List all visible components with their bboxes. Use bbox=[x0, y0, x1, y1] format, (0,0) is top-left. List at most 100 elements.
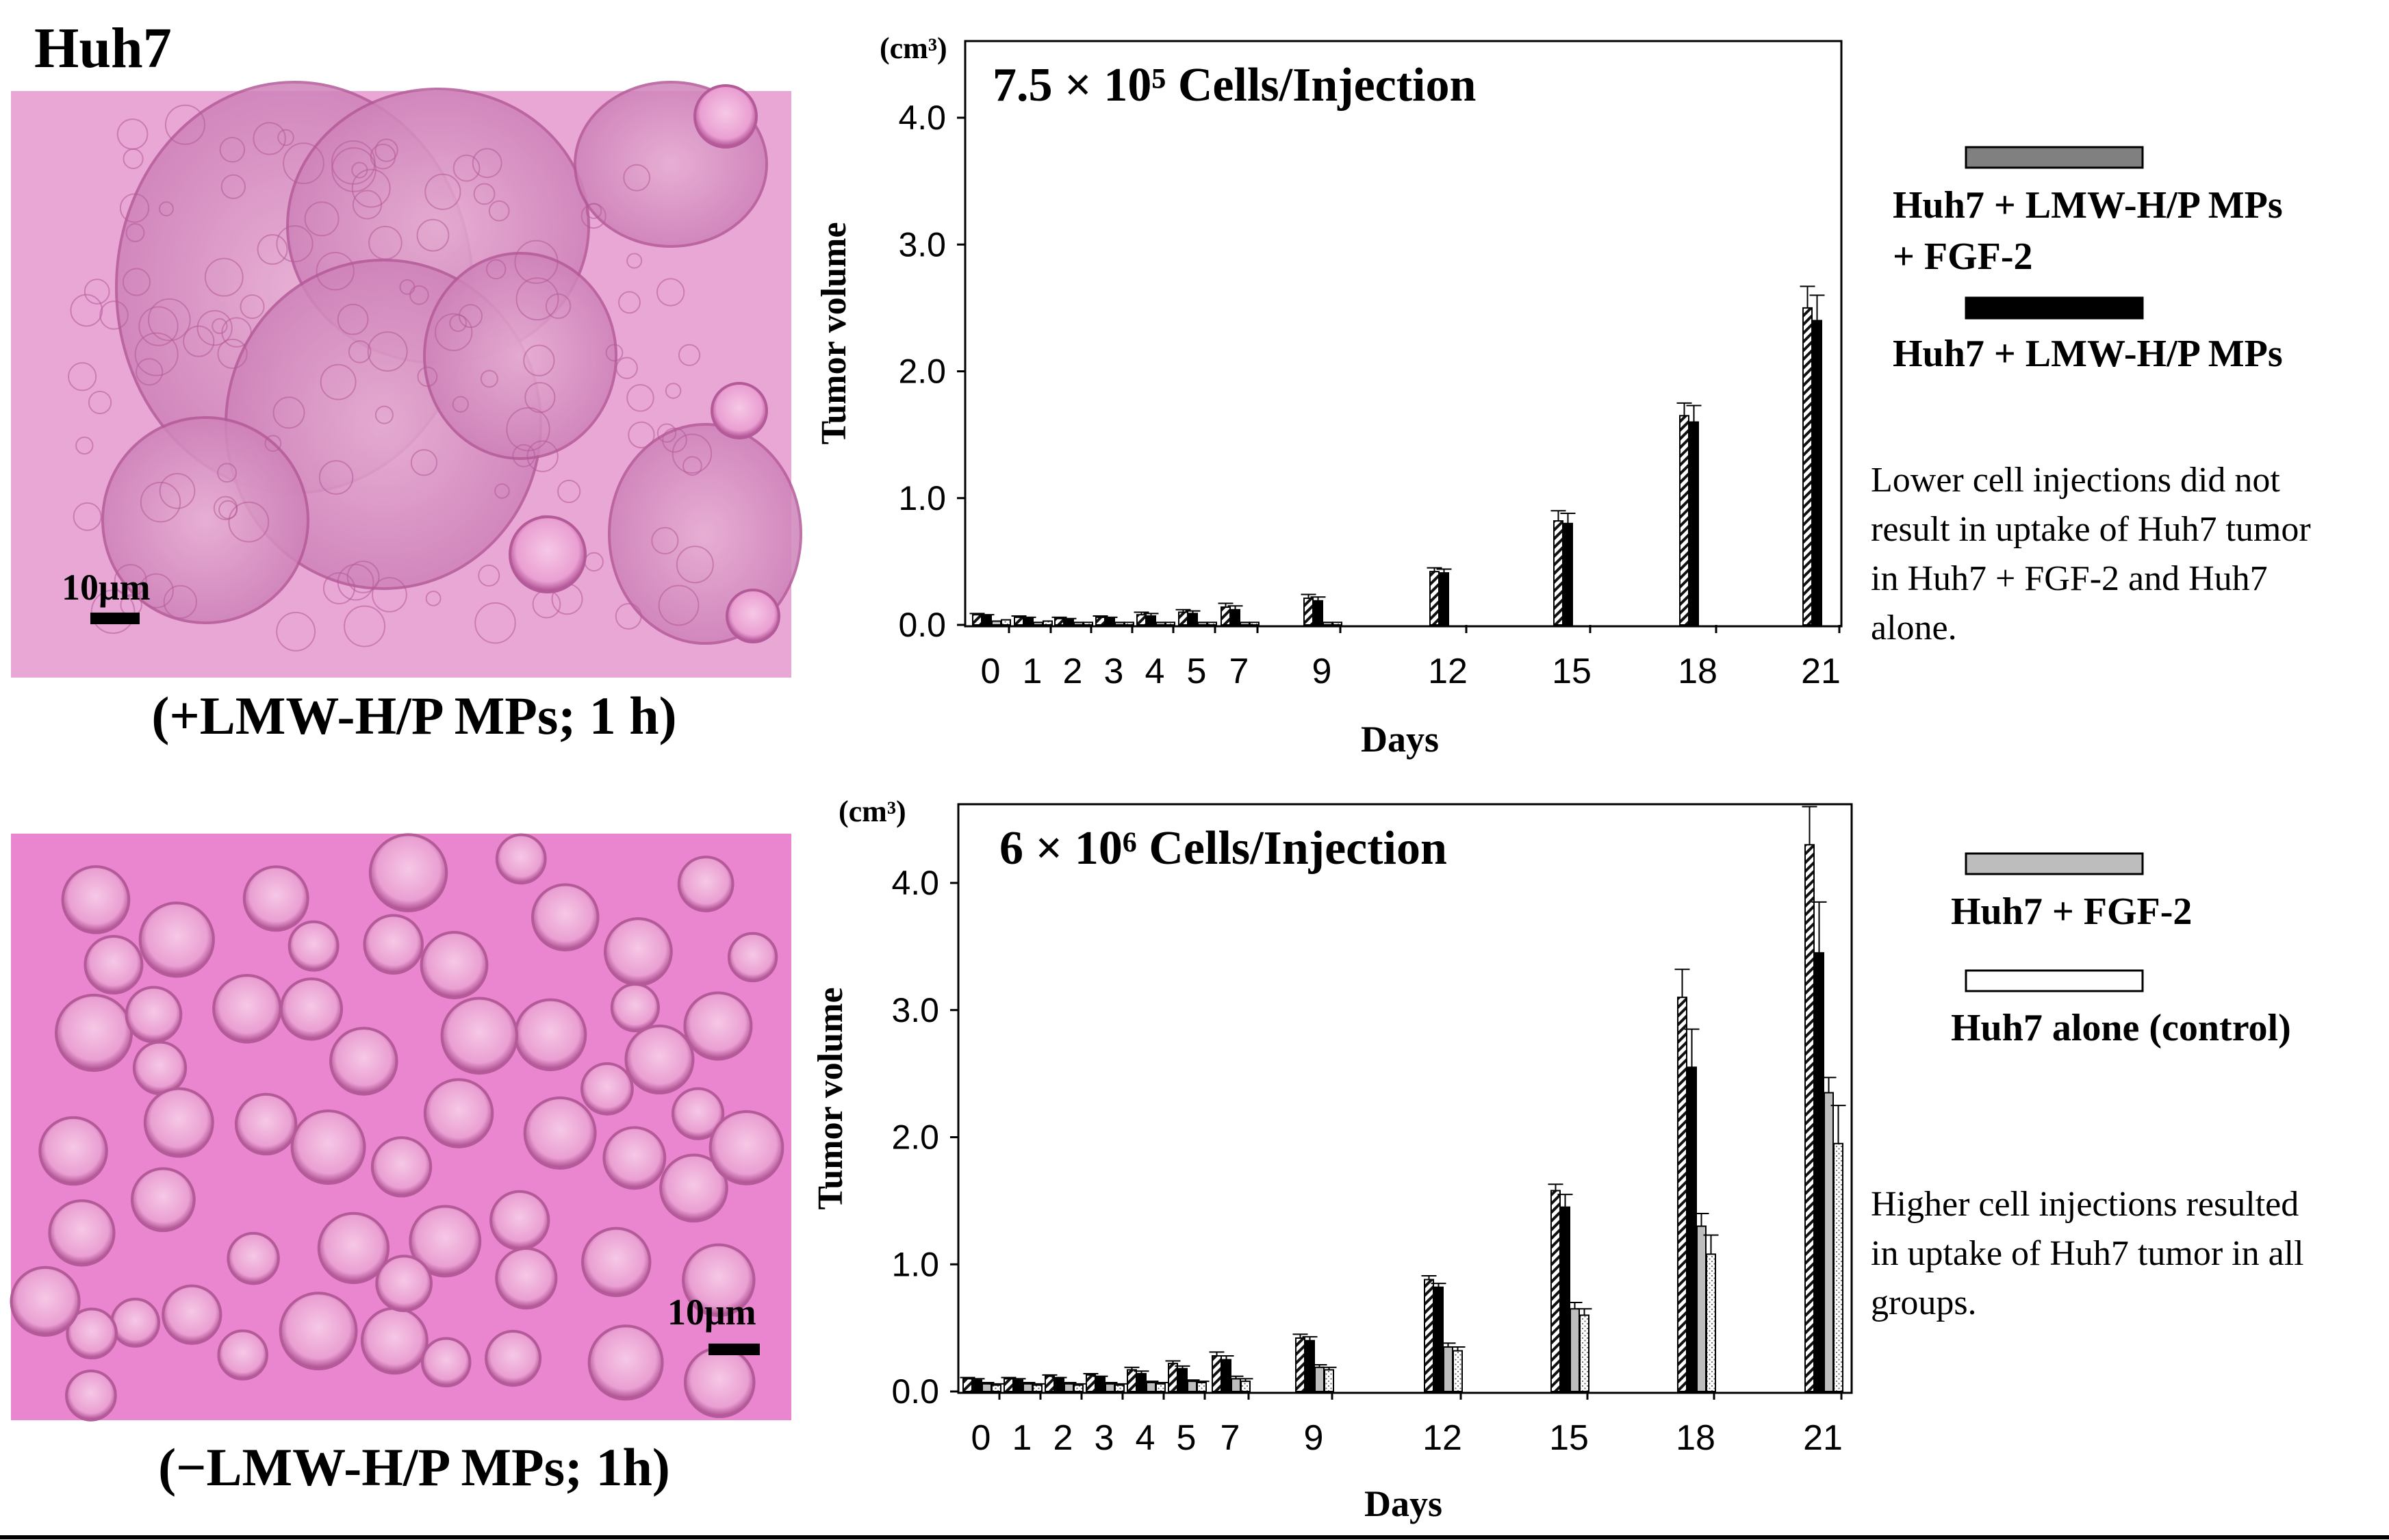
bar-lmw-fgf2 bbox=[1004, 1378, 1014, 1393]
bar-fgf2 bbox=[1314, 1366, 1325, 1393]
round-cell bbox=[602, 1126, 667, 1190]
bar-lmw-fgf2 bbox=[1553, 520, 1563, 626]
clump-cell bbox=[580, 203, 606, 229]
clump-cell bbox=[158, 201, 175, 217]
chart-bottom-bars bbox=[960, 806, 1846, 1393]
bar-fgf2 bbox=[1105, 1383, 1115, 1392]
clump-cell bbox=[73, 502, 102, 531]
bar-lmw-fgf2 bbox=[1212, 1355, 1222, 1392]
x-tick-label: 7 bbox=[1229, 652, 1249, 691]
bar-control bbox=[991, 1384, 1001, 1393]
clump-cell bbox=[183, 325, 215, 357]
clump-cell bbox=[623, 164, 651, 192]
clump-cell bbox=[367, 331, 408, 372]
chart-top-frame bbox=[964, 40, 1843, 628]
y-tick-label: 3.0 bbox=[898, 225, 946, 264]
round-cell bbox=[125, 986, 183, 1044]
bar-lmw bbox=[1105, 617, 1115, 626]
bar-control bbox=[1579, 1314, 1589, 1393]
clump-cell bbox=[665, 383, 682, 399]
clump-cell bbox=[322, 572, 355, 605]
clump-cell bbox=[485, 259, 507, 280]
bar-lmw-fgf2 bbox=[1424, 1279, 1434, 1393]
micrograph-top: 10μm bbox=[11, 81, 802, 678]
round-cell bbox=[66, 1307, 118, 1360]
legend-label-lmw-fgf2-line1: Huh7 + LMW-H/P MPs bbox=[1893, 184, 2283, 227]
clump-cell bbox=[272, 396, 305, 429]
round-cell bbox=[531, 883, 600, 952]
round-cell bbox=[162, 1284, 222, 1345]
legend-swatch-control bbox=[1965, 969, 2144, 992]
clump-cell bbox=[138, 306, 179, 346]
clump-blob bbox=[101, 416, 309, 624]
bar-lmw bbox=[1136, 1372, 1147, 1392]
clump-cell bbox=[628, 421, 655, 449]
clump-cell bbox=[316, 251, 355, 291]
chart-top-x-ticks: 0 1 2 3 4 5 7 9 12 15 18 21 bbox=[981, 625, 1841, 691]
bar-lmw-fgf2 bbox=[1677, 997, 1687, 1393]
x-tick-label: 3 bbox=[1095, 1418, 1114, 1458]
clump-cell bbox=[318, 460, 354, 495]
clump-cell bbox=[672, 433, 713, 474]
clump-cell bbox=[196, 310, 233, 346]
bar-lmw-fgf2 bbox=[1014, 616, 1024, 626]
clump-cell bbox=[119, 193, 150, 223]
chart-bottom-y-ticks: 0.0 1.0 2.0 3.0 4.0 bbox=[891, 864, 958, 1411]
bar-control bbox=[1706, 1253, 1716, 1393]
bar-lmw bbox=[1814, 952, 1824, 1392]
y-tick-label: 4.0 bbox=[891, 864, 939, 902]
clump-cell bbox=[220, 174, 246, 199]
clump-cell bbox=[514, 240, 559, 284]
bar-lmw-fgf2 bbox=[1804, 844, 1815, 1392]
clump-cell bbox=[372, 576, 407, 613]
bar-lmw-fgf2 bbox=[1295, 1337, 1305, 1392]
round-cell bbox=[329, 1027, 398, 1096]
round-cell bbox=[495, 833, 547, 885]
clump-cell bbox=[352, 190, 383, 220]
clump-cell bbox=[70, 294, 103, 327]
y-tick-label: 4.0 bbox=[898, 99, 946, 137]
round-cell bbox=[290, 1109, 366, 1185]
bar-lmw bbox=[1054, 1378, 1064, 1393]
scale-bar-bottom bbox=[708, 1344, 760, 1355]
clump-cell bbox=[219, 137, 246, 163]
round-cell bbox=[279, 977, 344, 1041]
bar-control bbox=[1197, 1381, 1207, 1393]
clump-cell bbox=[480, 370, 498, 388]
y-tick-label: 1.0 bbox=[898, 479, 946, 517]
bar-lmw-fgf2 bbox=[972, 614, 982, 626]
round-cell bbox=[523, 1096, 597, 1170]
clump-cell bbox=[515, 277, 559, 321]
chart-bottom-frame bbox=[957, 803, 1853, 1394]
clump-cell bbox=[424, 173, 461, 210]
small-cell bbox=[509, 515, 587, 593]
clump-cell bbox=[213, 496, 238, 521]
round-cell bbox=[110, 1298, 161, 1348]
legend-swatch-lmw-fgf2 bbox=[1965, 146, 2144, 169]
round-cell bbox=[603, 917, 673, 986]
clump-cell bbox=[217, 463, 238, 483]
bar-fgf2 bbox=[1023, 1383, 1033, 1392]
round-cell bbox=[683, 1346, 756, 1418]
chart-bottom-title: 6 × 10⁶ Cells/Injection bbox=[999, 822, 1447, 875]
clump-cell bbox=[368, 225, 403, 260]
bar-lmw bbox=[1146, 615, 1156, 626]
bar-fgf2 bbox=[1073, 621, 1084, 626]
legend-label-fgf2: Huh7 + FGF-2 bbox=[1951, 890, 2192, 933]
clump-cell bbox=[346, 561, 380, 593]
clump-cell bbox=[351, 168, 391, 208]
round-cell bbox=[581, 1227, 652, 1298]
note-top-line-3: in Huh7 + FGF-2 and Huh7 bbox=[1871, 559, 2268, 598]
clump-cell bbox=[276, 225, 314, 263]
clump-cell bbox=[90, 589, 136, 634]
bar-control bbox=[1032, 1384, 1043, 1393]
bar-control bbox=[1207, 621, 1217, 626]
clump-cell bbox=[494, 483, 510, 499]
clump-cell bbox=[557, 479, 581, 503]
clump-cell bbox=[228, 501, 270, 543]
round-cell bbox=[610, 983, 660, 1033]
clump-cell bbox=[678, 344, 701, 366]
y-tick-label: 1.0 bbox=[891, 1245, 939, 1283]
round-cell bbox=[38, 1116, 108, 1186]
